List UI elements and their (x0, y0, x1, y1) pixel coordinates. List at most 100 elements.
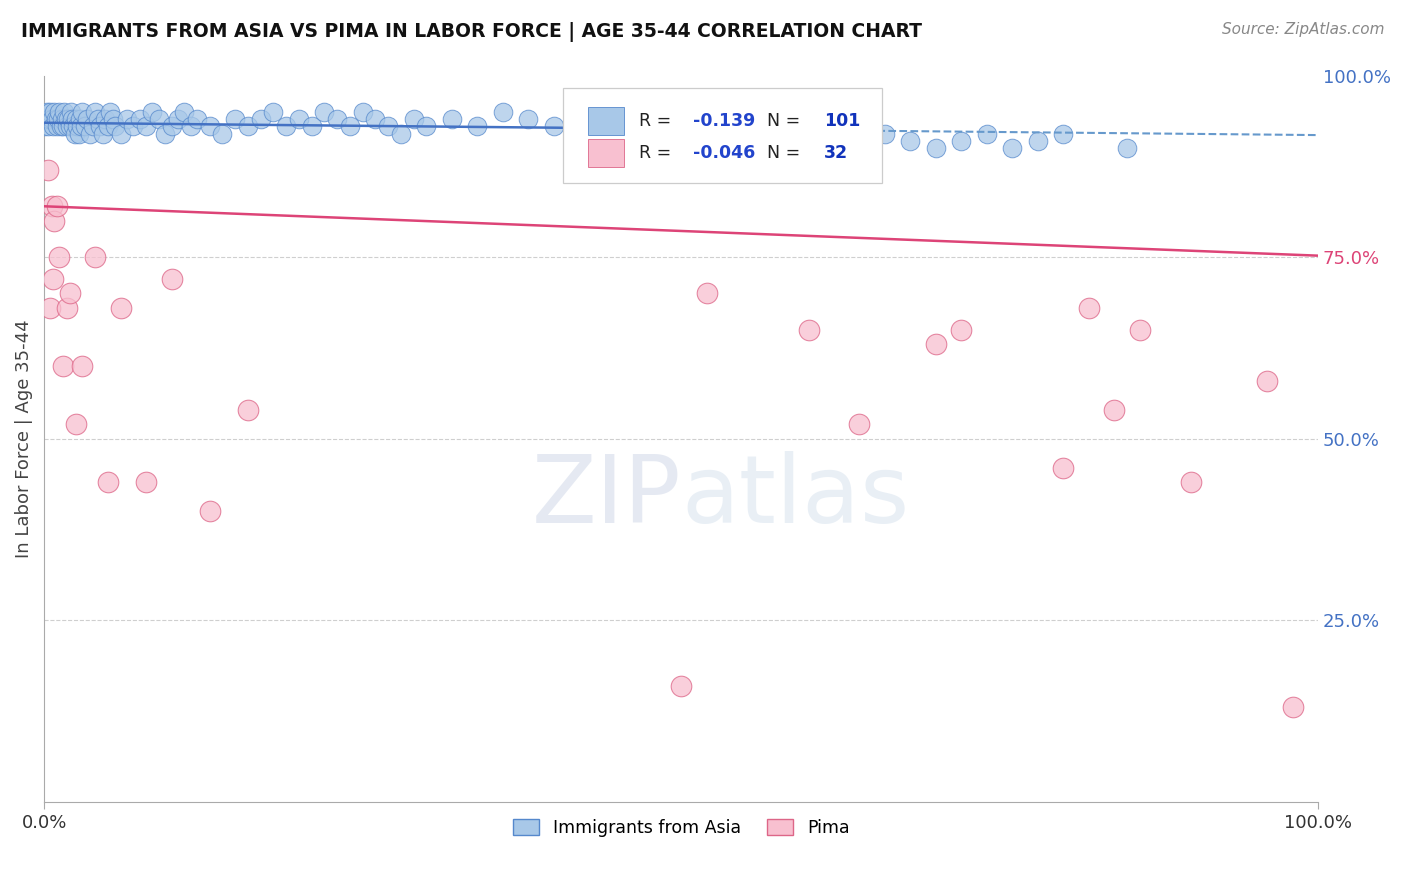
Point (53, 104, 76, 119)
Point (70, 120, 93, 134)
Point (115, 112, 138, 127)
Point (492, 104, 515, 119)
Text: R =: R = (640, 145, 676, 162)
Point (110, 301, 132, 315)
Point (1077, 301, 1099, 315)
Point (1281, 700, 1303, 714)
Point (97, 475, 120, 490)
Point (63, 127, 86, 141)
Point (58, 286, 80, 301)
Point (950, 323, 973, 337)
Point (950, 134, 973, 148)
Point (198, 504, 221, 518)
Point (211, 127, 233, 141)
Point (1052, 127, 1074, 141)
Point (86, 112, 108, 127)
Point (84, 250, 107, 264)
Point (249, 112, 271, 127)
Point (39, 301, 62, 315)
Point (180, 120, 202, 134)
Point (60, 112, 83, 127)
Point (37, 120, 59, 134)
Text: Source: ZipAtlas.com: Source: ZipAtlas.com (1222, 22, 1385, 37)
Y-axis label: In Labor Force | Age 35-44: In Labor Force | Age 35-44 (15, 319, 32, 558)
Point (49, 120, 72, 134)
Point (160, 272, 183, 286)
Point (198, 120, 221, 134)
Point (101, 112, 124, 127)
Point (110, 127, 132, 141)
Point (56, 301, 79, 315)
Point (415, 120, 437, 134)
Point (48, 250, 70, 264)
Point (925, 141, 948, 155)
Point (224, 112, 246, 127)
Point (925, 337, 948, 351)
FancyBboxPatch shape (588, 107, 624, 135)
Text: atlas: atlas (681, 450, 910, 543)
Point (517, 112, 540, 127)
Text: 101: 101 (824, 112, 860, 130)
Point (55, 112, 77, 127)
Point (262, 104, 284, 119)
Point (59, 104, 82, 119)
Point (823, 141, 845, 155)
Point (167, 112, 190, 127)
Point (696, 286, 718, 301)
Point (45, 199, 67, 213)
Point (236, 120, 259, 134)
Text: N =: N = (756, 112, 806, 130)
Point (301, 120, 323, 134)
Point (34, 112, 56, 127)
Text: ZIP: ZIP (531, 450, 681, 543)
Point (1180, 475, 1202, 490)
Point (79, 127, 101, 141)
Point (848, 417, 870, 432)
Point (72, 359, 94, 373)
Point (619, 127, 641, 141)
Point (747, 134, 769, 148)
Point (543, 120, 565, 134)
Point (1116, 141, 1139, 155)
Point (900, 134, 922, 148)
Point (97, 120, 120, 134)
Point (135, 475, 157, 490)
Point (73, 120, 96, 134)
FancyBboxPatch shape (588, 139, 624, 167)
Point (148, 112, 170, 127)
Point (39, 104, 62, 119)
Point (389, 127, 412, 141)
Point (58, 120, 80, 134)
Point (84, 104, 107, 119)
Point (339, 120, 361, 134)
Point (42, 120, 65, 134)
Point (352, 104, 374, 119)
Point (51, 112, 73, 127)
Point (89, 120, 111, 134)
Text: N =: N = (756, 145, 806, 162)
Point (52, 120, 75, 134)
Point (1052, 460, 1074, 475)
FancyBboxPatch shape (562, 88, 883, 183)
Text: R =: R = (640, 112, 676, 130)
Point (46, 112, 69, 127)
Point (69, 112, 91, 127)
Point (797, 323, 820, 337)
Point (56, 120, 79, 134)
Point (58, 112, 80, 127)
Point (141, 104, 163, 119)
Point (377, 120, 399, 134)
Point (721, 141, 744, 155)
Point (326, 112, 349, 127)
Point (35, 104, 58, 119)
Point (66, 120, 89, 134)
Point (62, 120, 84, 134)
Legend: Immigrants from Asia, Pima: Immigrants from Asia, Pima (506, 813, 856, 844)
Point (153, 127, 176, 141)
Point (173, 104, 195, 119)
Point (94, 112, 117, 127)
Point (465, 120, 488, 134)
Point (440, 112, 463, 127)
Point (1256, 374, 1278, 388)
Text: -0.139: -0.139 (693, 112, 755, 130)
